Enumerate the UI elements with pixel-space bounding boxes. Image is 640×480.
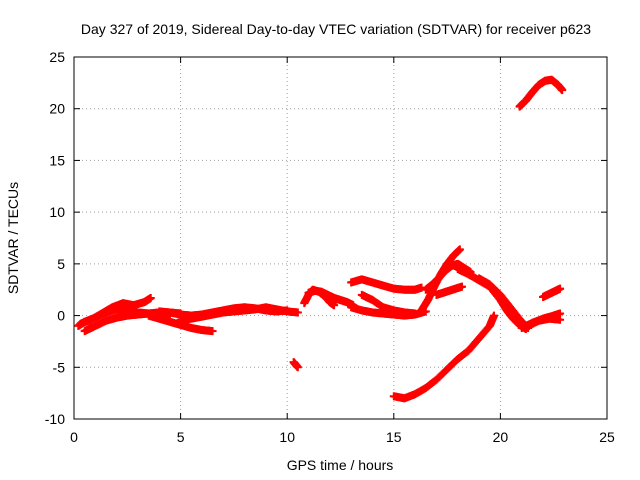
data-series bbox=[74, 75, 567, 403]
x-tick-label: 15 bbox=[386, 429, 402, 445]
data-point bbox=[558, 86, 567, 95]
series-track-22 bbox=[515, 75, 567, 111]
series-track-10 bbox=[347, 275, 426, 294]
data-point bbox=[556, 315, 565, 324]
chart-title: Day 327 of 2019, Sidereal Day-to-day VTE… bbox=[81, 21, 591, 37]
y-axis-label: SDTVAR / TECUs bbox=[5, 182, 21, 294]
grid-lines bbox=[74, 57, 607, 419]
data-point bbox=[330, 301, 339, 310]
y-tick-label: 25 bbox=[49, 49, 65, 65]
data-point bbox=[293, 308, 302, 317]
y-tick-label: -10 bbox=[45, 411, 65, 427]
x-tick-labels: 0 5 10 15 20 25 bbox=[70, 429, 615, 445]
series-track-6 bbox=[176, 303, 302, 324]
series-track-4 bbox=[144, 311, 217, 336]
series-track-13 bbox=[417, 245, 464, 315]
y-tick-label: -5 bbox=[53, 359, 66, 375]
data-point bbox=[208, 327, 217, 336]
x-tick-label: 5 bbox=[177, 429, 185, 445]
series-track-2 bbox=[76, 293, 155, 328]
x-tick-label: 10 bbox=[279, 429, 295, 445]
series-track-15 bbox=[432, 282, 467, 299]
x-tick-label: 20 bbox=[493, 429, 509, 445]
x-axis-label: GPS time / hours bbox=[287, 457, 394, 473]
y-tick-label: 15 bbox=[49, 152, 65, 168]
data-point bbox=[458, 282, 467, 291]
y-tick-label: 5 bbox=[57, 256, 65, 272]
plot-frame bbox=[73, 56, 608, 420]
data-point bbox=[146, 293, 155, 302]
data-point bbox=[556, 284, 565, 293]
series-track-7 bbox=[289, 358, 302, 372]
x-tick-label: 25 bbox=[599, 429, 615, 445]
axis-ticks bbox=[73, 56, 608, 420]
data-point bbox=[490, 311, 499, 320]
series-track-20 bbox=[524, 314, 565, 330]
y-tick-labels: -10 -5 0 5 10 15 20 25 bbox=[45, 49, 65, 427]
series-track-18 bbox=[389, 311, 499, 403]
data-point bbox=[293, 363, 302, 372]
y-tick-label: 20 bbox=[49, 101, 65, 117]
series-track-12 bbox=[347, 303, 430, 320]
x-tick-label: 0 bbox=[70, 429, 78, 445]
y-tick-label: 10 bbox=[49, 204, 65, 220]
series-track-21 bbox=[539, 284, 565, 301]
data-point bbox=[455, 245, 464, 254]
y-tick-label: 0 bbox=[57, 308, 65, 324]
